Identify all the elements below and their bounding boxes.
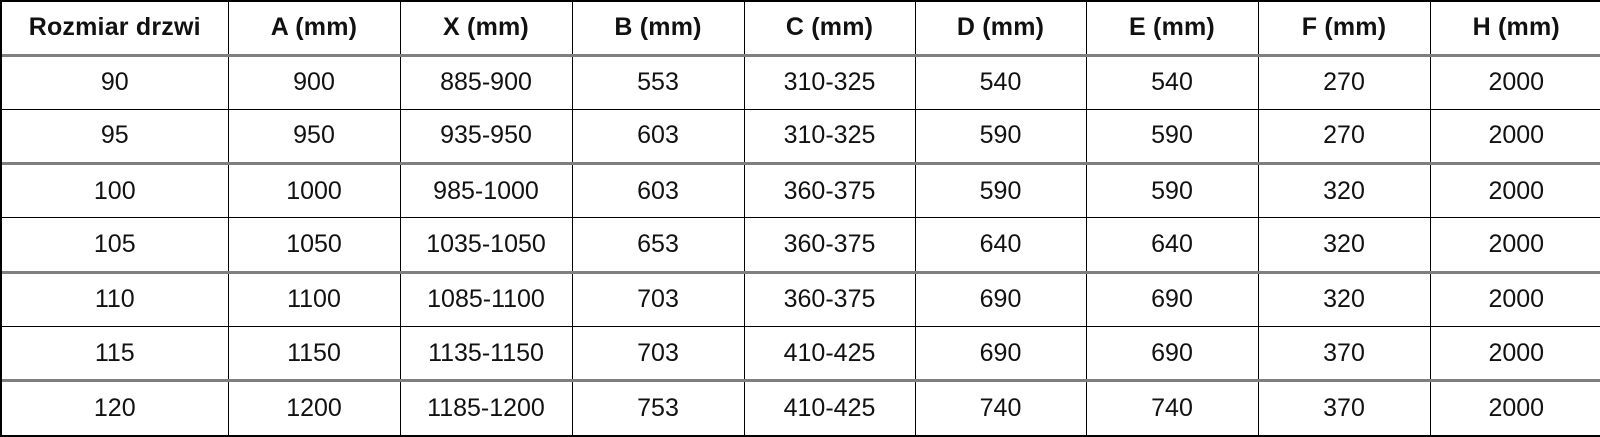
cell-rozmiar-drzwi: 90 xyxy=(2,55,229,110)
column-header-rozmiar-drzwi: Rozmiar drzwi xyxy=(2,2,229,57)
cell-d: 540 xyxy=(914,55,1087,110)
cell-c: 410-425 xyxy=(743,326,916,383)
cell-e: 690 xyxy=(1085,326,1259,383)
cell-h: 2000 xyxy=(1429,163,1600,219)
cell-f: 320 xyxy=(1257,217,1431,274)
column-header-e: E (mm) xyxy=(1085,2,1259,57)
cell-x: 985-1000 xyxy=(399,163,573,219)
cell-x: 1035-1050 xyxy=(399,217,573,274)
cell-a: 1150 xyxy=(227,326,401,383)
cell-e: 690 xyxy=(1085,272,1259,327)
cell-rozmiar-drzwi: 110 xyxy=(2,272,229,327)
table-header: Rozmiar drzwi A (mm) X (mm) B (mm) C (mm… xyxy=(2,2,1600,57)
cell-e: 590 xyxy=(1085,163,1259,219)
cell-rozmiar-drzwi: 115 xyxy=(2,326,229,383)
cell-b: 753 xyxy=(571,380,745,435)
cell-f: 370 xyxy=(1257,326,1431,383)
cell-e: 740 xyxy=(1085,380,1259,435)
cell-a: 1000 xyxy=(227,163,401,219)
cell-h: 2000 xyxy=(1429,109,1600,166)
column-header-b: B (mm) xyxy=(571,2,745,57)
cell-d: 640 xyxy=(914,217,1087,274)
cell-f: 320 xyxy=(1257,163,1431,219)
cell-d: 690 xyxy=(914,326,1087,383)
cell-a: 900 xyxy=(227,55,401,110)
cell-e: 540 xyxy=(1085,55,1259,110)
cell-a: 1200 xyxy=(227,380,401,435)
cell-f: 270 xyxy=(1257,109,1431,166)
cell-h: 2000 xyxy=(1429,326,1600,383)
cell-b: 603 xyxy=(571,163,745,219)
cell-x: 885-900 xyxy=(399,55,573,110)
table-row: 110 1100 1085-1100 703 360-375 690 690 3… xyxy=(2,272,1600,327)
cell-h: 2000 xyxy=(1429,380,1600,435)
table-row: 120 1200 1185-1200 753 410-425 740 740 3… xyxy=(2,380,1600,435)
cell-h: 2000 xyxy=(1429,55,1600,110)
table-row: 100 1000 985-1000 603 360-375 590 590 32… xyxy=(2,163,1600,219)
cell-f: 320 xyxy=(1257,272,1431,327)
cell-d: 690 xyxy=(914,272,1087,327)
cell-b: 603 xyxy=(571,109,745,166)
table-row: 115 1150 1135-1150 703 410-425 690 690 3… xyxy=(2,326,1600,383)
cell-x: 1135-1150 xyxy=(399,326,573,383)
cell-a: 1100 xyxy=(227,272,401,327)
cell-f: 370 xyxy=(1257,380,1431,435)
column-header-f: F (mm) xyxy=(1257,2,1431,57)
cell-c: 310-325 xyxy=(743,109,916,166)
table-row: 105 1050 1035-1050 653 360-375 640 640 3… xyxy=(2,217,1600,274)
column-header-d: D (mm) xyxy=(914,2,1087,57)
cell-d: 740 xyxy=(914,380,1087,435)
cell-rozmiar-drzwi: 120 xyxy=(2,380,229,435)
cell-c: 360-375 xyxy=(743,217,916,274)
cell-h: 2000 xyxy=(1429,272,1600,327)
cell-h: 2000 xyxy=(1429,217,1600,274)
table-row: 95 950 935-950 603 310-325 590 590 270 2… xyxy=(2,109,1600,166)
cell-a: 1050 xyxy=(227,217,401,274)
column-header-h: H (mm) xyxy=(1429,2,1600,57)
cell-c: 410-425 xyxy=(743,380,916,435)
cell-rozmiar-drzwi: 105 xyxy=(2,217,229,274)
cell-b: 703 xyxy=(571,272,745,327)
cell-c: 360-375 xyxy=(743,272,916,327)
cell-rozmiar-drzwi: 95 xyxy=(2,109,229,166)
cell-c: 360-375 xyxy=(743,163,916,219)
column-header-a: A (mm) xyxy=(227,2,401,57)
cell-rozmiar-drzwi: 100 xyxy=(2,163,229,219)
cell-c: 310-325 xyxy=(743,55,916,110)
cell-x: 935-950 xyxy=(399,109,573,166)
cell-b: 553 xyxy=(571,55,745,110)
cell-x: 1085-1100 xyxy=(399,272,573,327)
cell-e: 590 xyxy=(1085,109,1259,166)
table-row: 90 900 885-900 553 310-325 540 540 270 2… xyxy=(2,55,1600,110)
column-header-x: X (mm) xyxy=(399,2,573,57)
cell-d: 590 xyxy=(914,109,1087,166)
cell-x: 1185-1200 xyxy=(399,380,573,435)
table-body: 90 900 885-900 553 310-325 540 540 270 2… xyxy=(2,55,1600,435)
cell-d: 590 xyxy=(914,163,1087,219)
cell-b: 703 xyxy=(571,326,745,383)
table-header-row: Rozmiar drzwi A (mm) X (mm) B (mm) C (mm… xyxy=(2,2,1600,57)
column-header-c: C (mm) xyxy=(743,2,916,57)
cell-b: 653 xyxy=(571,217,745,274)
cell-f: 270 xyxy=(1257,55,1431,110)
cell-e: 640 xyxy=(1085,217,1259,274)
cell-a: 950 xyxy=(227,109,401,166)
